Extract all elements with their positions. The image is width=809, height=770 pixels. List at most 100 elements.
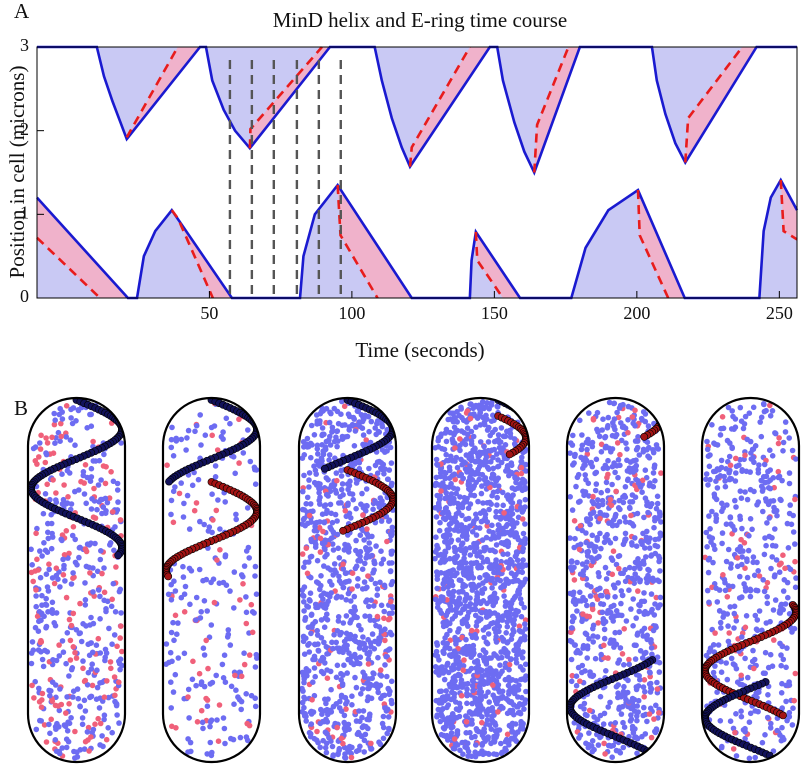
protein-dot [505, 738, 511, 745]
protein-dot [378, 695, 384, 702]
protein-dot [647, 705, 654, 712]
protein-dot [767, 725, 774, 731]
protein-dot [338, 473, 345, 479]
protein-dot [445, 702, 452, 708]
protein-dot [163, 661, 169, 667]
protein-dot [313, 471, 320, 477]
protein-dot [441, 676, 448, 683]
y-tick-label: 3 [20, 35, 29, 55]
protein-dot [374, 613, 381, 620]
protein-dot [214, 557, 220, 563]
protein-dot [88, 474, 95, 480]
protein-dot [75, 695, 82, 702]
protein-dot [116, 679, 122, 685]
protein-dot [301, 444, 307, 450]
protein-dot [354, 583, 361, 589]
protein-dot [468, 581, 474, 588]
protein-dot [614, 440, 621, 446]
protein-dot [594, 534, 600, 541]
protein-dot [232, 672, 238, 679]
protein-dot [500, 433, 507, 440]
protein-dot [516, 639, 522, 646]
protein-dot [466, 709, 473, 716]
protein-dot [76, 487, 82, 493]
protein-dot [201, 652, 208, 658]
protein-dot [33, 587, 39, 593]
protein-dot [243, 691, 249, 697]
protein-dot [325, 565, 331, 571]
protein-dot [49, 610, 56, 616]
protein-dot [605, 471, 611, 478]
protein-dot [439, 694, 446, 701]
protein-dot [43, 450, 49, 456]
protein-dot [767, 413, 774, 419]
protein-dot [475, 466, 482, 473]
protein-dot [322, 444, 329, 450]
protein-dot [175, 655, 182, 661]
protein-dot [340, 492, 346, 498]
protein-dot [252, 664, 259, 670]
protein-dot [445, 416, 452, 423]
protein-dot [718, 457, 725, 464]
protein-dot [307, 598, 313, 604]
protein-dot [459, 461, 465, 468]
protein-dot [737, 548, 743, 555]
helix [28, 398, 125, 560]
protein-dot [306, 470, 313, 476]
protein-dot [325, 696, 331, 702]
protein-dot [198, 609, 204, 615]
protein-dot [341, 403, 348, 410]
helix-bead [655, 410, 663, 419]
protein-dot [497, 662, 503, 668]
protein-dot [722, 478, 728, 484]
protein-dot [32, 678, 38, 685]
protein-dot [324, 591, 330, 598]
protein-dot [66, 616, 73, 623]
protein-dot [243, 609, 250, 616]
protein-dot [512, 721, 519, 727]
protein-dot [463, 636, 469, 643]
protein-dot [628, 705, 634, 712]
protein-dot [436, 482, 442, 488]
protein-dot [88, 734, 94, 740]
protein-dot [334, 518, 340, 524]
protein-dot [344, 698, 350, 705]
protein-dot [617, 451, 623, 458]
protein-dot [380, 713, 387, 720]
protein-dot [463, 719, 470, 725]
protein-dot [636, 560, 643, 567]
protein-dot [752, 612, 759, 619]
protein-dot [45, 520, 51, 527]
protein-dot [116, 588, 123, 595]
protein-dot [489, 522, 495, 529]
protein-dot [329, 519, 336, 526]
protein-dot [59, 638, 66, 644]
protein-dot [595, 503, 602, 510]
protein-dot [722, 483, 729, 490]
protein-dot [252, 573, 258, 579]
protein-dot [504, 619, 511, 625]
protein-dot [387, 688, 393, 695]
protein-dot [338, 735, 345, 742]
protein-dot [52, 737, 59, 743]
protein-dot [749, 526, 755, 533]
protein-dot [503, 523, 509, 530]
protein-dot [594, 586, 601, 593]
protein-dot [612, 469, 618, 476]
protein-dot [385, 714, 392, 720]
protein-dot [584, 613, 590, 619]
panel-label: A [14, 0, 30, 23]
protein-dot [478, 609, 485, 616]
protein-dot [378, 602, 385, 609]
protein-dot [80, 665, 86, 672]
protein-dot [321, 639, 327, 646]
protein-dot [710, 468, 717, 475]
protein-dot [471, 411, 477, 417]
protein-dot [339, 436, 346, 443]
protein-dot [767, 651, 774, 658]
protein-dot [352, 638, 359, 645]
protein-dot [55, 576, 61, 582]
protein-dot [167, 649, 174, 656]
protein-dot [742, 413, 749, 420]
protein-dot [569, 567, 575, 573]
